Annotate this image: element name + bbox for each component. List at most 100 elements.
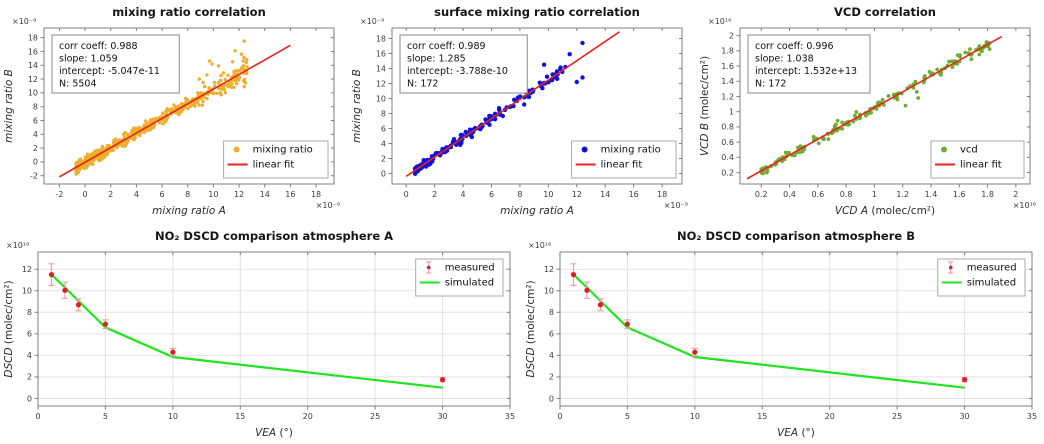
x-tick-label: 18 xyxy=(657,190,667,199)
x-tick-label: 16 xyxy=(285,190,295,199)
legend: vcd linear fit xyxy=(930,140,1025,179)
y-tick-label: 14 xyxy=(28,61,38,70)
y-tick-label: 2 xyxy=(27,373,32,382)
x-tick-label: 1 xyxy=(872,190,877,199)
x-tick-label: 1.4 xyxy=(925,190,938,199)
y-tick-label: 10 xyxy=(544,287,554,296)
y-tick-label: 0 xyxy=(33,158,38,167)
legend-item-label: mixing ratio xyxy=(601,145,661,156)
legend-marker-dot xyxy=(581,146,588,153)
chart-title: mixing ratio correlation xyxy=(112,5,266,19)
y-axis-exponent: ×10⁻⁹ xyxy=(360,17,384,26)
x-tick-label: 12 xyxy=(572,190,582,199)
axes-box xyxy=(559,251,1033,407)
x-tick-label: 10 xyxy=(208,190,218,199)
x-axis-label: VCD A (molec/cm²) xyxy=(835,205,935,217)
stats-line: N: 172 xyxy=(407,79,438,90)
y-tick-label: 10 xyxy=(28,89,38,98)
legend-item-label: measured xyxy=(445,263,495,274)
x-tick-label: 4 xyxy=(134,190,139,199)
x-axis-label: VEA (°) xyxy=(255,427,293,439)
x-tick-label: 15 xyxy=(235,412,245,421)
stats-line: corr coeff: 0.989 xyxy=(407,41,486,52)
stats-line: slope: 1.038 xyxy=(755,54,814,65)
legend-item-label: measured xyxy=(967,263,1017,274)
y-axis-label: DSCD (molec/cm²) xyxy=(525,280,537,377)
linear-fit-line xyxy=(746,35,1003,180)
x-axis-label: VEA (°) xyxy=(777,427,815,439)
stats-line: intercept: -3.788e-10 xyxy=(407,66,508,77)
x-tick-label: 1.2 xyxy=(896,190,909,199)
legend-marker-dot xyxy=(233,146,240,153)
x-tick-label: 0 xyxy=(557,412,562,421)
x-tick-label: 2 xyxy=(108,190,113,199)
x-tick-label: 2 xyxy=(1013,190,1018,199)
y-tick-label: 12 xyxy=(544,265,554,274)
x-tick-label: 15 xyxy=(757,412,767,421)
y-axis-label: VCD B (molec/cm²) xyxy=(699,56,711,156)
x-tick-label: 0 xyxy=(35,412,40,421)
y-tick-label: 16 xyxy=(376,49,386,58)
x-tick-label: 18 xyxy=(311,190,321,199)
x-tick-label: 12 xyxy=(234,190,244,199)
y-tick-label: 12 xyxy=(376,79,386,88)
x-tick-label: 0.8 xyxy=(840,190,853,199)
y-axis-exponent: ×10¹⁶ xyxy=(6,241,29,250)
x-tick-label: 35 xyxy=(505,412,515,421)
x-axis-label: mixing ratio A xyxy=(500,205,574,217)
chart-title: surface mixing ratio correlation xyxy=(434,5,640,19)
x-tick-label: 5 xyxy=(103,412,108,421)
y-axis-exponent: ×10¹⁶ xyxy=(528,241,551,250)
y-tick-label: 18 xyxy=(28,33,38,42)
x-tick-label: 1.8 xyxy=(981,190,994,199)
axes-box xyxy=(391,27,683,185)
legend-item-label: mixing ratio xyxy=(253,145,313,156)
y-tick-label: 12 xyxy=(22,265,32,274)
y-axis-exponent: ×10⁻⁹ xyxy=(12,17,36,26)
measured-errorbars xyxy=(48,263,446,383)
y-tick-label: 14 xyxy=(376,64,386,73)
y-tick-label: -2 xyxy=(30,172,38,181)
legend: measured simulated xyxy=(937,258,1026,297)
x-tick-label: 0 xyxy=(404,190,409,199)
legend-item-label: vcd xyxy=(960,145,978,156)
legend-item-label: linear fit xyxy=(601,160,643,171)
y-tick-label: 1 xyxy=(729,108,734,117)
x-tick-label: 35 xyxy=(1027,412,1037,421)
legend: mixing ratio linear fit xyxy=(571,140,677,179)
measured-errorbars xyxy=(570,263,968,383)
chart-title: NO₂ DSCD comparison atmosphere A xyxy=(155,229,393,243)
legend-marker-errorbar xyxy=(426,261,432,274)
y-tick-label: 1.6 xyxy=(721,62,734,71)
stats-box: corr coeff: 0.989 slope: 1.285intercept: … xyxy=(399,34,528,94)
stats-box: corr coeff: 0.988 slope: 1.059intercept: … xyxy=(51,34,180,94)
chart-dscd-comparison-atmosphere-b: 0 5 10 15 20 25 30 35 0 2 4 6 8 10 12 NO₂ DSCD comparis… xyxy=(522,222,1044,444)
x-tick-label: 14 xyxy=(260,190,270,199)
x-tick-label: 10 xyxy=(168,412,178,421)
x-tick-label: 6 xyxy=(489,190,494,199)
x-tick-label: 6 xyxy=(160,190,165,199)
stats-line: intercept: 1.532e+13 xyxy=(755,66,857,77)
y-tick-label: 0 xyxy=(27,394,32,403)
x-tick-label: 0 xyxy=(83,190,88,199)
x-tick-label: 10 xyxy=(543,190,553,199)
x-tick-label: 30 xyxy=(437,412,447,421)
x-tick-label: 0.6 xyxy=(811,190,824,199)
legend-item-label: simulated xyxy=(445,278,494,289)
x-tick-label: 25 xyxy=(370,412,380,421)
y-axis-label: mixing ratio B xyxy=(3,69,15,143)
y-tick-label: 2 xyxy=(33,144,38,153)
chart-mixing-ratio-correlation: -2 0 2 4 6 8 10 12 14 16 18 -2 0 2 4 6 8 10 12 14 16 18 mixing… xyxy=(0,0,348,222)
y-tick-label: 8 xyxy=(33,102,38,111)
y-tick-label: 0 xyxy=(549,394,554,403)
y-tick-label: 0.4 xyxy=(721,153,734,162)
x-tick-label: 20 xyxy=(825,412,835,421)
y-axis-label: DSCD (molec/cm²) xyxy=(3,280,15,377)
x-tick-label: 10 xyxy=(690,412,700,421)
legend-marker-errorbar xyxy=(948,261,954,274)
y-tick-label: 0.2 xyxy=(721,168,734,177)
y-tick-label: 10 xyxy=(22,287,32,296)
chart-dscd-comparison-atmosphere-a: 0 5 10 15 20 25 30 35 0 2 4 6 8 10 12 NO₂ DSCD comparis… xyxy=(0,222,522,444)
stats-line: slope: 1.059 xyxy=(59,54,118,65)
